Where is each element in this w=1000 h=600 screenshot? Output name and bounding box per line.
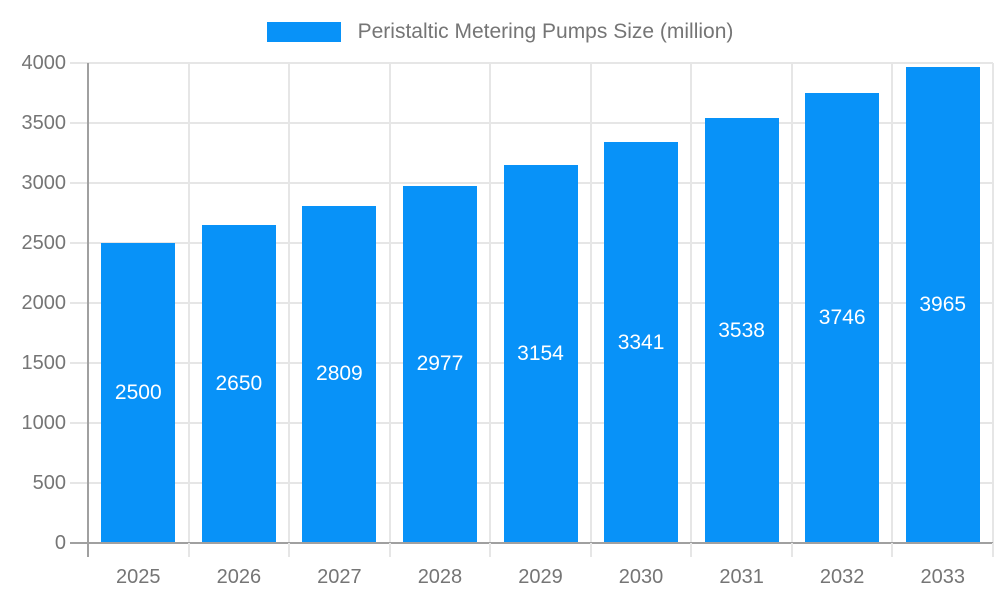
legend-label: Peristaltic Metering Pumps Size (million… (357, 20, 734, 43)
bar-value-label: 3154 (517, 341, 564, 365)
x-axis-label: 2031 (719, 566, 764, 588)
bar[interactable] (402, 185, 477, 543)
y-axis-label: 3000 (21, 172, 67, 194)
gridline (790, 63, 793, 543)
y-axis-label: 0 (54, 532, 66, 554)
x-axis-line (70, 542, 993, 544)
gridline (388, 63, 391, 543)
gridline (690, 63, 693, 543)
bar[interactable] (503, 164, 578, 543)
bar-value-label: 2500 (114, 381, 162, 404)
x-axis-label: 2025 (116, 566, 161, 588)
x-axis-label: 2027 (317, 566, 362, 588)
x-axis-label: 2028 (417, 566, 463, 588)
legend-swatch (266, 22, 341, 42)
bar[interactable] (805, 93, 880, 543)
bar[interactable] (101, 243, 176, 543)
gridline (70, 122, 993, 124)
bar-value-label: 3965 (919, 293, 967, 317)
tick-mark (87, 543, 89, 557)
gridline (589, 63, 592, 543)
tick-mark (187, 543, 190, 557)
bar[interactable] (201, 225, 276, 543)
x-axis-label: 2030 (618, 566, 664, 588)
bar-value-label: 3538 (718, 318, 765, 342)
tick-mark (891, 543, 894, 557)
tick-mark (690, 543, 693, 557)
bar-value-label: 2809 (316, 362, 363, 386)
tick-mark (489, 543, 492, 557)
y-axis-label: 1000 (21, 412, 67, 434)
bar-value-label: 2650 (215, 372, 263, 395)
y-axis-label: 4000 (21, 52, 67, 74)
tick-mark (388, 543, 391, 557)
bar-value-label: 2977 (416, 352, 464, 376)
tick-mark (790, 543, 793, 557)
gridline (992, 63, 994, 543)
gridline (891, 63, 894, 543)
y-axis-label: 3500 (21, 112, 67, 134)
tick-mark (589, 543, 592, 557)
x-axis-label: 2033 (920, 566, 965, 588)
y-axis-label: 2000 (21, 292, 67, 314)
gridline (70, 62, 993, 64)
y-axis-line (87, 63, 89, 543)
bar[interactable] (604, 142, 679, 543)
bar-value-label: 3341 (617, 330, 665, 354)
x-axis-label: 2029 (518, 566, 563, 588)
tick-mark (992, 543, 994, 557)
chart-legend[interactable]: Peristaltic Metering Pumps Size (million… (0, 20, 1000, 44)
gridline (489, 63, 492, 543)
bar[interactable] (905, 67, 980, 543)
x-axis-label: 2026 (216, 566, 262, 588)
tick-mark (288, 543, 291, 557)
bar-value-label: 3746 (818, 306, 866, 330)
gridline (187, 63, 190, 543)
bar[interactable] (704, 118, 779, 543)
x-axis-label: 2032 (819, 566, 865, 588)
gridline (288, 63, 291, 543)
y-axis-label: 500 (32, 472, 66, 494)
y-axis-label: 2500 (21, 232, 67, 254)
y-axis-label: 1500 (21, 352, 67, 374)
bar[interactable] (302, 205, 377, 543)
